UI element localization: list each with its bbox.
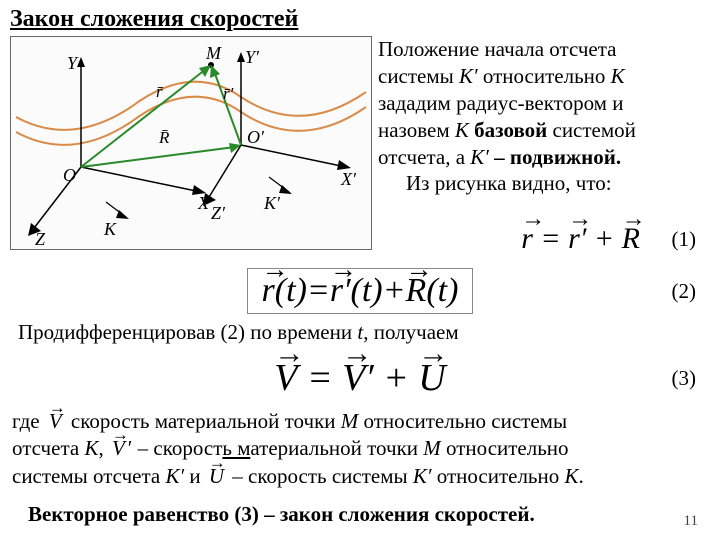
text-differentiate: Продифференцировав (2) по времени t, пол… [18, 320, 459, 345]
svg-text:X′: X′ [340, 169, 357, 189]
svg-text:Z′: Z′ [211, 203, 226, 223]
reference-frames-diagram: Y X Z O K Y′ X′ Z′ O′ K′ M R̄ r̄ r̄′ [10, 36, 372, 250]
svg-text:Y: Y [67, 53, 79, 73]
conclusion: Векторное равенство (3) – закон сложения… [28, 502, 535, 527]
intro-text: Положение начала отсчета системы K′ отно… [378, 36, 710, 197]
svg-text:O: O [63, 165, 76, 185]
equation-3: V = V′ + U (3) [0, 356, 720, 400]
svg-text:R̄: R̄ [158, 128, 170, 147]
svg-text:K′: K′ [263, 193, 281, 213]
explanation-paragraph: где V скорость материальной точки M отно… [12, 408, 712, 490]
svg-text:O′: O′ [247, 127, 265, 147]
svg-text:Y′: Y′ [245, 47, 260, 67]
svg-text:r̄′: r̄′ [223, 84, 234, 103]
svg-text:r̄: r̄ [156, 82, 164, 101]
page-title: Закон сложения скоростей [0, 0, 720, 33]
svg-text:M: M [205, 43, 222, 63]
equation-1: r = r′ + R (1) [0, 222, 720, 256]
equation-2: r(t)=r′(t)+R(t) (2) [0, 268, 720, 314]
slide-number: 11 [684, 513, 698, 530]
